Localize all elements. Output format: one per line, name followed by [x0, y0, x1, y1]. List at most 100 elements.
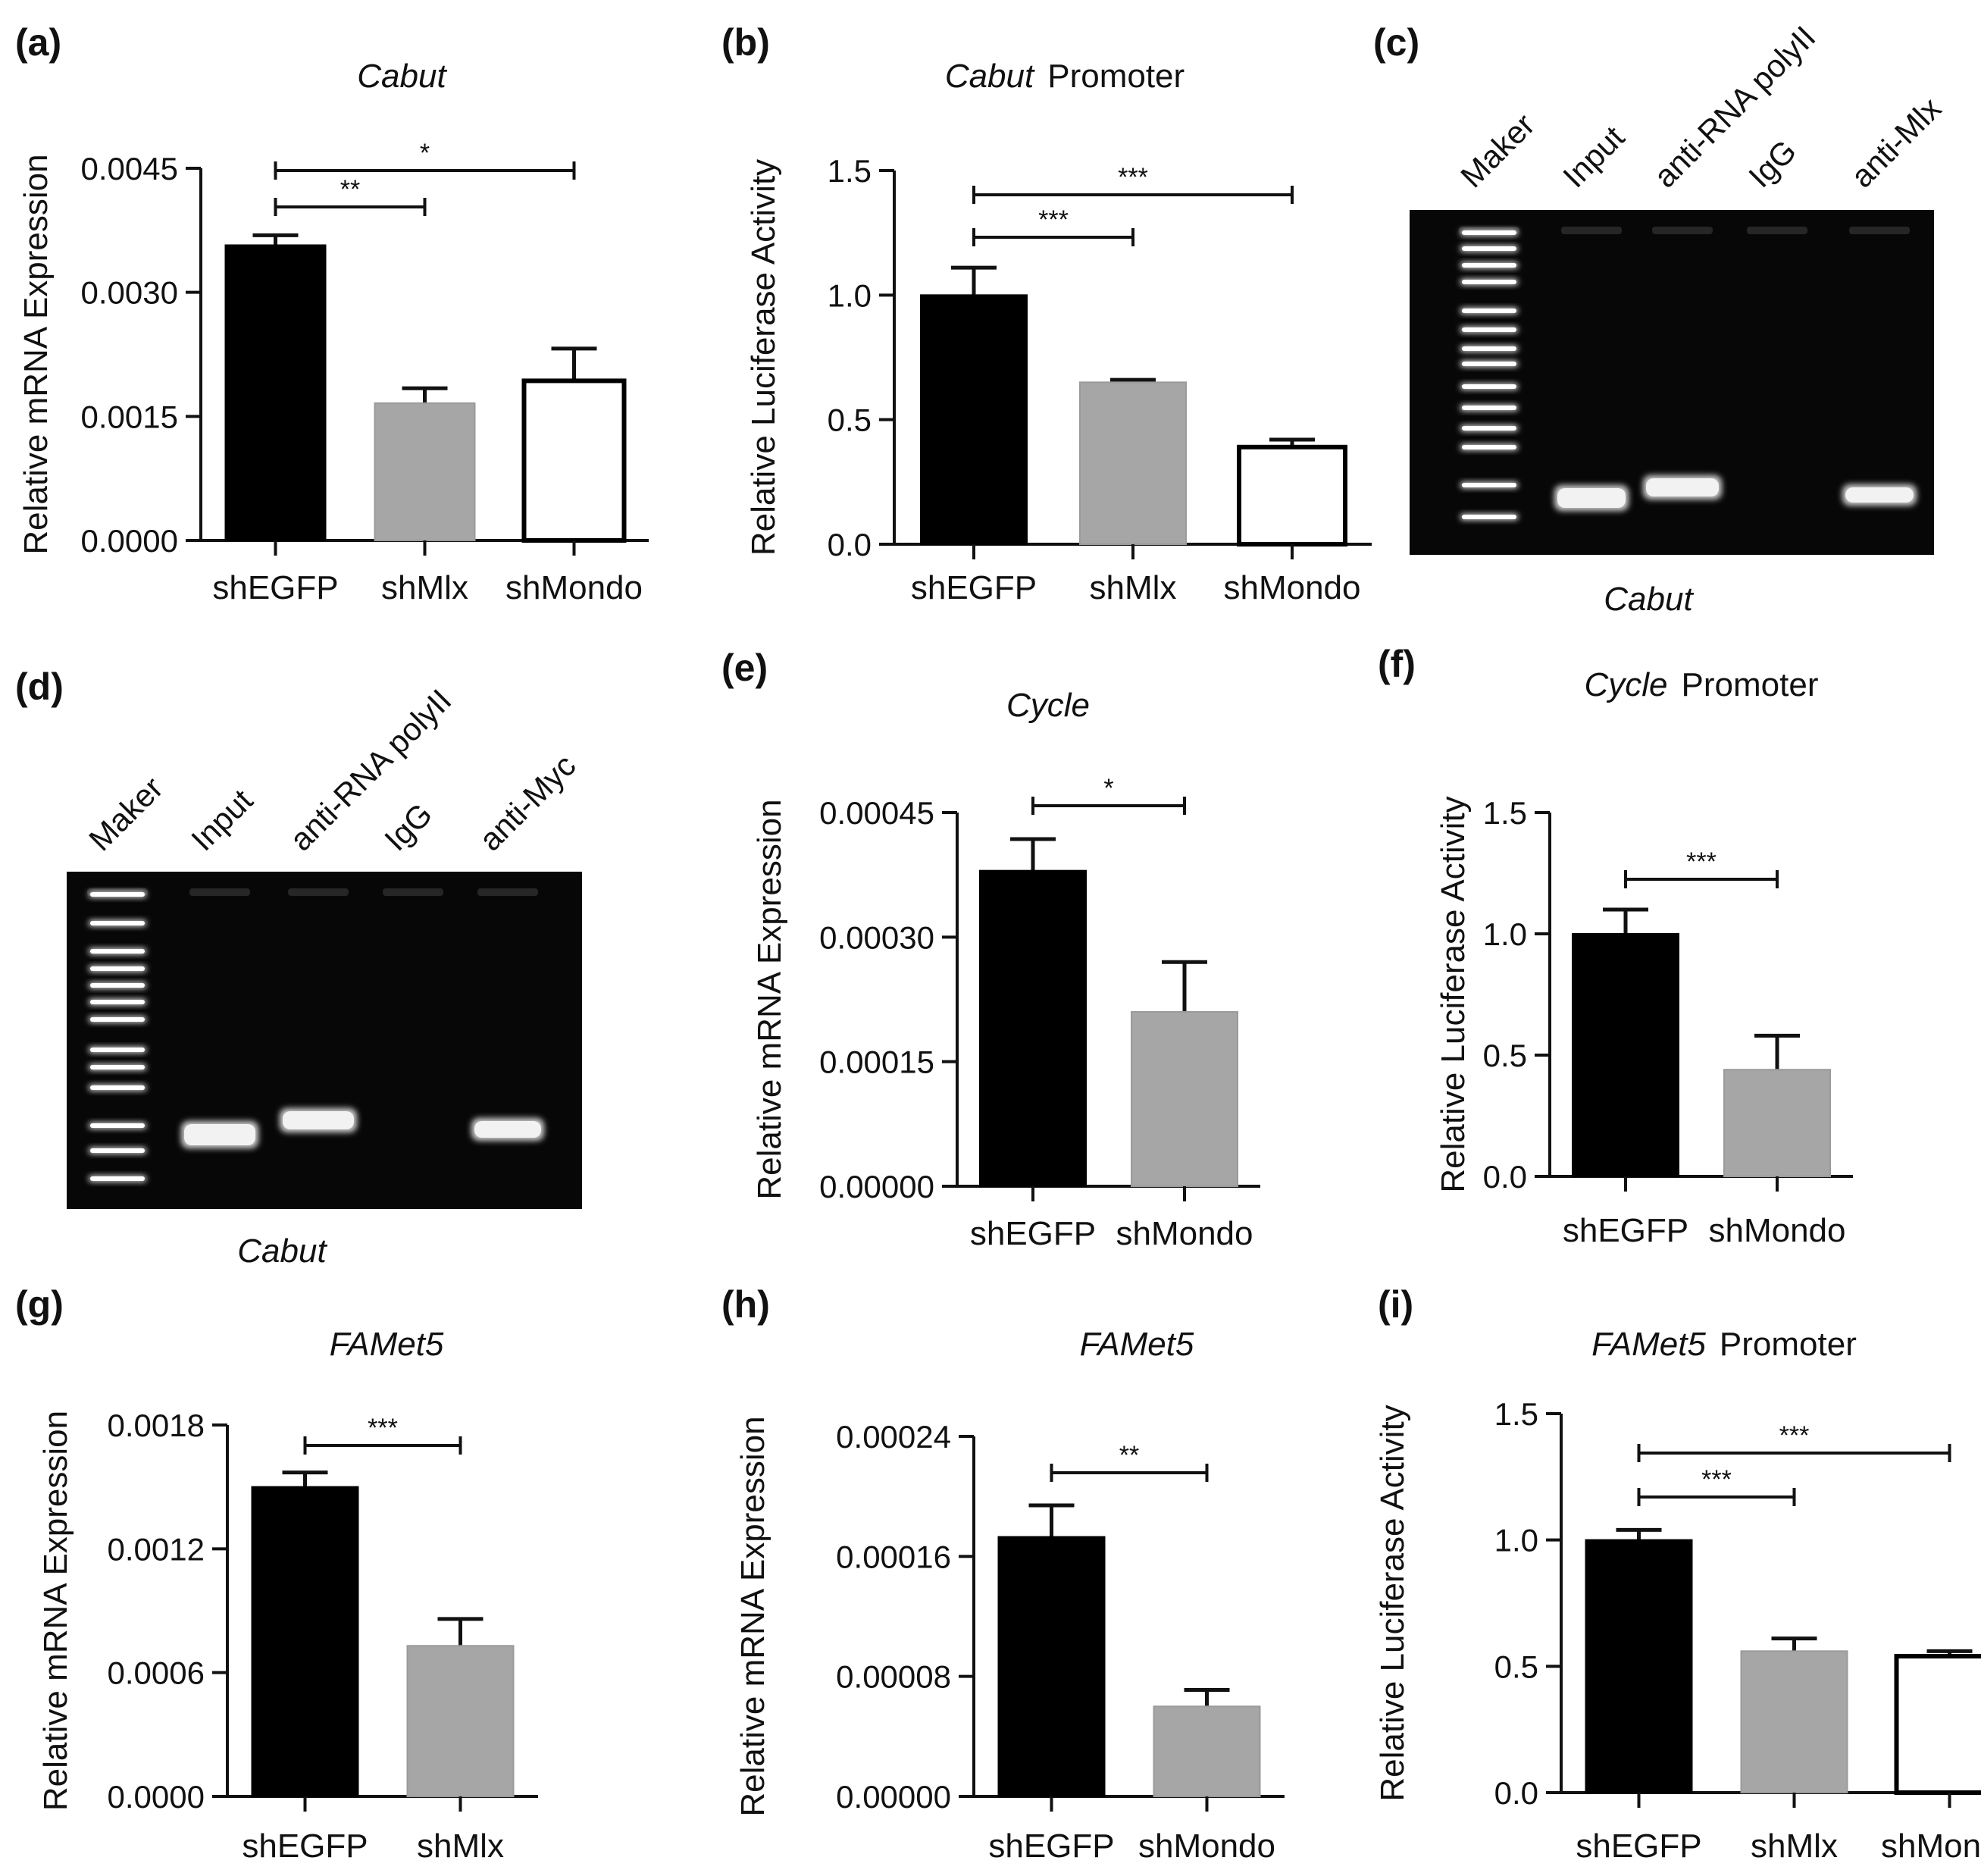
gel-lane-label: Input [184, 782, 260, 858]
x-category-label: shMondo [505, 569, 643, 606]
ladder-band [1462, 346, 1516, 351]
panel-letter: (c) [1373, 21, 1419, 64]
x-category-label: shMlx [381, 569, 468, 606]
ladder-band [1462, 515, 1516, 519]
bar [406, 1645, 515, 1798]
bar [521, 378, 627, 543]
x-category-label: shEGFP [212, 569, 338, 606]
significance-label: * [1103, 774, 1113, 803]
y-tick-label: 0.0012 [108, 1531, 205, 1567]
y-tick-label: 0.00016 [836, 1539, 951, 1574]
y-tick-label: 0.0000 [108, 1779, 205, 1815]
y-axis-label: Relative Luciferase Activity [1435, 796, 1472, 1192]
y-tick-label: 0.00008 [836, 1659, 951, 1695]
y-tick-label: 0.0 [828, 527, 872, 562]
y-tick-label: 0.0015 [81, 399, 178, 434]
significance-label: *** [1118, 163, 1148, 192]
gel-well [477, 888, 538, 896]
chart-title-rest: Promoter [1682, 666, 1819, 703]
gel-well [288, 888, 349, 896]
panel-letter: (g) [15, 1283, 64, 1326]
gel-image [67, 872, 582, 1209]
ladder-band [1462, 483, 1516, 487]
chart-panel-b: (b) Cabut Promoter Relative Luciferase Acti… [721, 21, 1372, 606]
ladder-band [90, 983, 145, 988]
ladder-band [1462, 384, 1516, 389]
bar [920, 294, 1028, 545]
ladder-band [90, 966, 145, 971]
bar [979, 869, 1087, 1187]
y-tick-label: 0.0030 [81, 275, 178, 311]
bar [224, 244, 327, 541]
significance-label: * [420, 139, 430, 168]
y-axis-label: Relative Luciferase Activity [745, 159, 782, 556]
ladder-band [1462, 426, 1516, 431]
significance-label: ** [340, 175, 360, 204]
chart-title: Cycle [1006, 687, 1090, 724]
chart-panel-i: (i) FAMet5 Promoter Relative Luciferase Act… [1374, 1283, 1981, 1865]
chart-title: FAMet5 [330, 1326, 444, 1363]
bar [1237, 444, 1347, 547]
x-category-label: shMondo [1881, 1827, 1981, 1865]
y-tick-label: 1.5 [1494, 1396, 1538, 1432]
sample-band [1845, 487, 1914, 503]
gel-lane-label: anti-Myc [472, 747, 582, 857]
gel-caption: Cabut [1604, 581, 1694, 618]
x-category-label: shEGFP [1563, 1212, 1688, 1249]
ladder-band [90, 1123, 145, 1128]
bar [997, 1536, 1106, 1797]
ladder-band [1462, 230, 1516, 235]
gel-well [1849, 227, 1910, 234]
chart-title-italic: FAMet5 [1591, 1326, 1706, 1363]
sample-band [1646, 478, 1719, 496]
significance-label: *** [1038, 205, 1069, 234]
gel-lane-label: Maker [82, 770, 170, 858]
chart-panel-f: (f) Cycle Promoter Relative Luciferase Acti… [1378, 643, 1853, 1249]
significance-label: ** [1119, 1441, 1139, 1470]
significance-label: *** [1701, 1465, 1732, 1494]
gel-lane-label: Maker [1454, 107, 1541, 195]
ladder-band [90, 921, 145, 925]
chart-title: Cabut Promoter [945, 58, 1185, 95]
panel-letter: (b) [721, 21, 770, 64]
gel-well [1747, 227, 1807, 234]
ladder-band [1462, 445, 1516, 449]
sample-band [184, 1124, 255, 1145]
y-axis-label: Relative mRNA Expression [17, 154, 55, 554]
chart-panel-g: (g) FAMet5 Relative mRNA Expression 0.0000 0… [15, 1283, 538, 1865]
y-tick-label: 0.00030 [819, 919, 934, 955]
x-category-label: shMlx [417, 1827, 504, 1865]
gel-well [383, 888, 443, 896]
gel-lane-label: anti-RNA polyII [1647, 19, 1822, 194]
bar [1131, 1010, 1238, 1188]
x-category-label: shMondo [1708, 1212, 1845, 1249]
y-tick-label: 1.0 [1483, 916, 1527, 952]
chart-title-italic: FAMet5 [330, 1326, 444, 1363]
y-tick-label: 1.5 [1483, 795, 1527, 831]
gel-lane-label: IgG [1742, 133, 1803, 194]
x-category-label: shMlx [1090, 569, 1177, 606]
x-category-label: shMlx [1751, 1827, 1838, 1865]
y-tick-label: 0.00024 [836, 1419, 951, 1455]
ladder-band [90, 1000, 145, 1004]
panel-letter: (f) [1378, 643, 1416, 685]
ladder-band [1462, 308, 1516, 313]
bar [1740, 1650, 1848, 1793]
significance-label: *** [368, 1414, 398, 1442]
chart-title-italic: FAMet5 [1080, 1326, 1194, 1363]
y-tick-label: 0.5 [1494, 1649, 1538, 1684]
y-axis-label: Relative Luciferase Activity [1374, 1405, 1411, 1801]
ladder-band [90, 1176, 145, 1181]
chart-title-italic: Cycle [1585, 666, 1668, 703]
chart-title-italic: Cabut [357, 58, 447, 95]
gel-well [1652, 227, 1713, 234]
sample-band [1557, 488, 1626, 508]
y-tick-label: 0.5 [828, 402, 872, 438]
ladder-band [1462, 327, 1516, 332]
y-tick-label: 0.0045 [81, 151, 178, 186]
x-category-label: shEGFP [911, 569, 1037, 606]
bar [1079, 381, 1187, 545]
